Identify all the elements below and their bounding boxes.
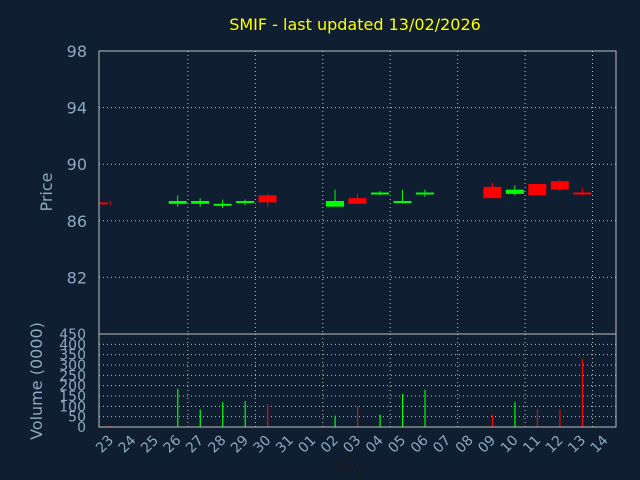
price-tick-label: 90 xyxy=(67,155,87,174)
volume-bar xyxy=(559,409,561,427)
volume-tick-label: 400 xyxy=(59,337,86,353)
volume-bar xyxy=(244,401,246,427)
volume-bars xyxy=(109,358,583,427)
volume-tick-label: 350 xyxy=(59,348,86,364)
candle-body xyxy=(483,186,502,199)
price-tick-label: 86 xyxy=(67,212,87,231)
volume-bar xyxy=(514,402,516,427)
price-tick-labels: 98 94 90 86 82 xyxy=(67,42,87,287)
volume-bar xyxy=(357,406,359,427)
volume-tick-label: 150 xyxy=(59,389,86,405)
volume-axis-label: Volume (0000) xyxy=(27,322,46,440)
candle-body xyxy=(505,189,524,194)
volume-bar xyxy=(424,389,426,427)
candle-body xyxy=(99,202,108,205)
chart-title: SMIF - last updated 13/02/2026 xyxy=(229,15,481,34)
candle-body xyxy=(528,184,547,196)
volume-panel-frame xyxy=(98,333,617,428)
volume-tick-label: 300 xyxy=(59,358,86,374)
volume-bar xyxy=(536,409,539,427)
volume-bar xyxy=(267,404,269,427)
candle-body xyxy=(191,200,210,204)
candle-body xyxy=(393,200,412,203)
volume-bar xyxy=(334,415,336,427)
volume-bar xyxy=(581,358,583,427)
volume-bar xyxy=(491,414,494,427)
price-tick-label: 82 xyxy=(67,268,87,287)
volume-bar xyxy=(401,393,404,427)
volume-bar xyxy=(379,414,381,427)
price-tick-label: 94 xyxy=(67,99,87,118)
candle-body xyxy=(168,200,187,204)
day-tick-labels: 2324252627282930310102030405060708091011… xyxy=(93,432,611,456)
candle-body xyxy=(236,200,255,203)
volume-bar xyxy=(199,409,201,427)
volume-tick-label: 250 xyxy=(59,368,86,384)
candle-body xyxy=(348,198,367,204)
day-axis-label: Day xyxy=(334,460,362,476)
volume-tick-label: 100 xyxy=(59,399,86,415)
price-axis-label: Price xyxy=(37,172,56,211)
volume-bar xyxy=(222,402,224,427)
volume-bar xyxy=(109,425,111,427)
candle-body xyxy=(415,192,434,195)
volume-tick-label: 0 xyxy=(77,420,86,436)
candle-body xyxy=(370,192,389,195)
volume-tick-label: 50 xyxy=(68,410,86,426)
candle-body xyxy=(258,195,277,203)
volume-tick-label: 200 xyxy=(59,379,86,395)
candle-body xyxy=(573,192,592,195)
candle-body xyxy=(213,203,232,206)
price-candles xyxy=(99,179,592,209)
volume-tick-label: 450 xyxy=(59,327,86,343)
candle-body xyxy=(550,181,569,190)
price-tick-label: 98 xyxy=(67,42,87,61)
candle-body xyxy=(326,200,345,207)
volume-bar xyxy=(177,388,179,427)
